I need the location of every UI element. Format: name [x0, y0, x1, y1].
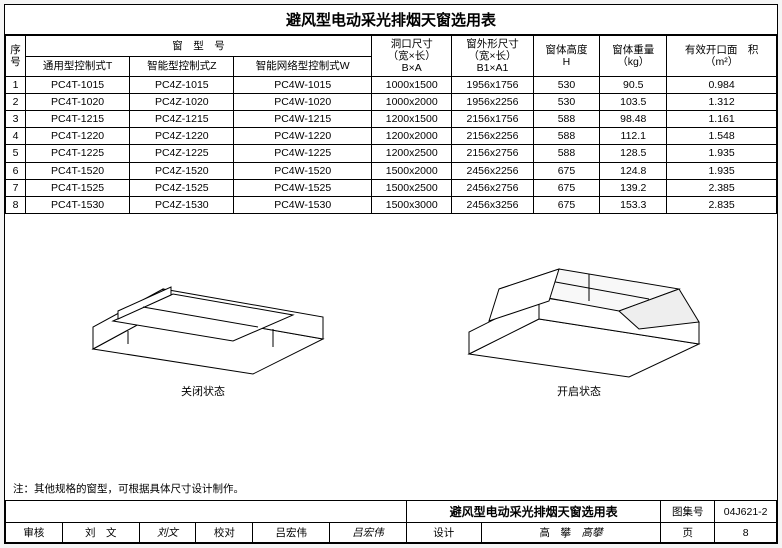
tb-title: 避风型电动采光排烟天窗选用表	[406, 501, 660, 523]
table-row: 8PC4T-1530PC4Z-1530PC4W-15301500x3000245…	[6, 196, 777, 213]
col-model-t: 通用型控制式T	[26, 56, 130, 77]
table-row: 5PC4T-1225PC4Z-1225PC4W-12251200x2500215…	[6, 145, 777, 162]
closed-skylight-icon	[73, 229, 333, 379]
footer: 注：其他规格的窗型，可根据具体尺寸设计制作。 避风型电动采光排烟天窗选用表 图集…	[5, 477, 777, 543]
open-state-diagram: 开启状态	[449, 229, 709, 399]
tb-checker: 吕宏伟	[253, 523, 330, 543]
col-hole: 洞口尺寸 （宽×长） B×A	[372, 36, 452, 77]
col-area: 有效开口面 积 （m²）	[667, 36, 777, 77]
tb-review-label: 审核	[6, 523, 63, 543]
closed-state-diagram: 关闭状态	[73, 229, 333, 399]
drawing-sheet: 避风型电动采光排烟天窗选用表 序号 窗 型 号 洞口尺寸 （宽×长） B×A 窗…	[4, 4, 778, 544]
diagram-row: 关闭状态 开启状态	[5, 214, 777, 409]
tb-sig1: 刘文	[139, 523, 196, 543]
col-height: 窗体高度 H	[533, 36, 600, 77]
table-row: 7PC4T-1525PC4Z-1525PC4W-15251500x2500245…	[6, 179, 777, 196]
table-row: 3PC4T-1215PC4Z-1215PC4W-12151200x1500215…	[6, 111, 777, 128]
col-model-w: 智能网络型控制式W	[234, 56, 372, 77]
selection-table: 序号 窗 型 号 洞口尺寸 （宽×长） B×A 窗外形尺寸 （宽×长） B1×A…	[5, 35, 777, 214]
col-model-z: 智能型控制式Z	[130, 56, 234, 77]
tb-check-label: 校对	[196, 523, 253, 543]
tb-page-no: 8	[715, 523, 777, 543]
open-caption: 开启状态	[449, 383, 709, 399]
col-weight: 窗体重量 （kg）	[600, 36, 667, 77]
open-skylight-icon	[449, 229, 709, 379]
tb-empty	[6, 501, 407, 523]
sheet-title: 避风型电动采光排烟天窗选用表	[5, 5, 777, 35]
col-model-group: 窗 型 号	[26, 36, 372, 57]
col-outer: 窗外形尺寸 （宽×长） B1×A1	[452, 36, 533, 77]
table-row: 1PC4T-1015PC4Z-1015PC4W-10151000x1500195…	[6, 77, 777, 94]
table-row: 6PC4T-1520PC4Z-1520PC4W-15201500x2000245…	[6, 162, 777, 179]
tb-design-label: 设计	[406, 523, 481, 543]
title-block: 避风型电动采光排烟天窗选用表 图集号 04J621-2 审核 刘 文 刘文 校对…	[5, 500, 777, 543]
tb-reviewer: 刘 文	[62, 523, 139, 543]
closed-caption: 关闭状态	[73, 383, 333, 399]
tb-set-label: 图集号	[661, 501, 715, 523]
tb-set-no: 04J621-2	[715, 501, 777, 523]
footnote: 注：其他规格的窗型，可根据具体尺寸设计制作。	[5, 477, 777, 500]
tb-page-label: 页	[661, 523, 715, 543]
table-row: 4PC4T-1220PC4Z-1220PC4W-12201200x2000215…	[6, 128, 777, 145]
col-seq: 序号	[6, 36, 26, 77]
table-row: 2PC4T-1020PC4Z-1020PC4W-10201000x2000195…	[6, 94, 777, 111]
tb-sig2: 吕宏伟	[330, 523, 407, 543]
